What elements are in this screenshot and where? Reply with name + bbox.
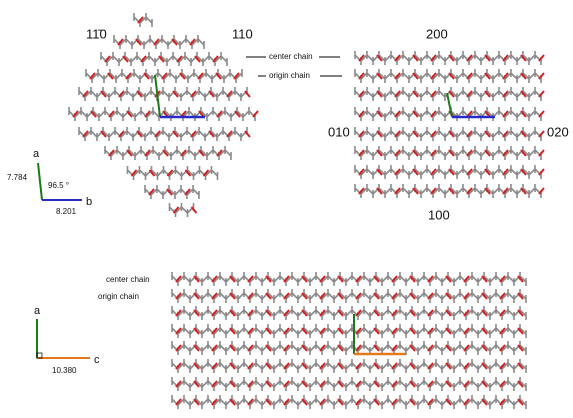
hkl-label: 11̄0 bbox=[86, 26, 107, 41]
chain bbox=[105, 146, 231, 160]
chain-label: center chain bbox=[269, 52, 313, 61]
axis-label: a bbox=[33, 148, 40, 160]
chain bbox=[172, 377, 526, 391]
hkl-label: 110 bbox=[232, 26, 253, 41]
chain bbox=[134, 13, 152, 27]
chain bbox=[355, 146, 541, 160]
axis-label: c bbox=[94, 354, 100, 366]
chain bbox=[172, 306, 526, 320]
chain bbox=[101, 52, 227, 66]
axis-label: b bbox=[86, 196, 92, 208]
chain bbox=[69, 107, 255, 121]
chain-label: center chain bbox=[106, 275, 150, 284]
length-label: 7.784 bbox=[7, 173, 28, 182]
chain bbox=[355, 51, 541, 65]
chain bbox=[128, 166, 218, 180]
chain bbox=[172, 395, 526, 409]
chain bbox=[172, 289, 526, 303]
chain bbox=[172, 324, 526, 338]
chain bbox=[355, 69, 541, 83]
axis-label: a bbox=[34, 305, 41, 317]
hkl-label: 010 bbox=[328, 124, 350, 139]
chain bbox=[172, 272, 526, 286]
chain bbox=[114, 35, 204, 49]
chain bbox=[355, 184, 541, 198]
hkl-label: 100 bbox=[428, 207, 450, 222]
length-label: 10.380 bbox=[52, 366, 77, 375]
chain bbox=[355, 165, 541, 179]
hkl-label: 020 bbox=[547, 124, 569, 139]
chain bbox=[355, 127, 541, 141]
chain bbox=[355, 107, 541, 121]
chain bbox=[172, 341, 526, 355]
chain-label: origin chain bbox=[98, 292, 139, 301]
length-label: 8.201 bbox=[56, 207, 77, 216]
axis-a bbox=[38, 163, 42, 200]
chain bbox=[170, 203, 194, 217]
figure: 11̄0 110 200 010 020 100 center chain or… bbox=[0, 0, 573, 418]
angle-label: 96.5 ° bbox=[48, 181, 69, 190]
chain bbox=[145, 185, 199, 199]
chain bbox=[172, 359, 526, 373]
hkl-label: 200 bbox=[426, 26, 448, 41]
chain-label: origin chain bbox=[269, 71, 310, 80]
